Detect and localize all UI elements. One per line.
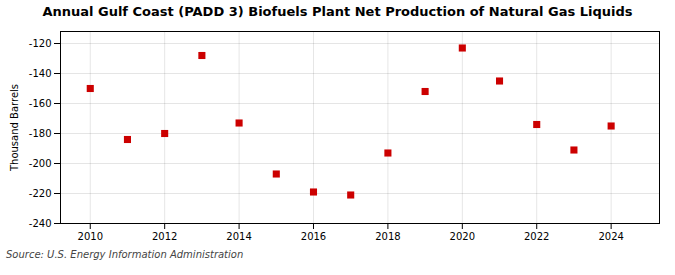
svg-text:-240: -240 xyxy=(29,218,52,229)
html-text:Source: U.S. Energy Informatio: Source: U.S. Energy Information Administ… xyxy=(6,249,244,260)
svg-text:-220: -220 xyxy=(29,188,52,199)
svg-text:-120: -120 xyxy=(29,38,52,49)
svg-text:2018: 2018 xyxy=(375,231,400,242)
svg-text:Thousand Barrels: Thousand Barrels xyxy=(9,84,20,172)
svg-text:2016: 2016 xyxy=(301,231,326,242)
svg-text:2020: 2020 xyxy=(450,231,475,242)
svg-text:-200: -200 xyxy=(29,158,52,169)
html-text:Annual Gulf Coast (PADD 3) Bio: Annual Gulf Coast (PADD 3) Biofuels Plan… xyxy=(42,4,633,19)
svg-text:-160: -160 xyxy=(29,98,52,109)
svg-text:2022: 2022 xyxy=(524,231,549,242)
svg-text:2014: 2014 xyxy=(226,231,251,242)
svg-text:2010: 2010 xyxy=(78,231,103,242)
svg-text:2024: 2024 xyxy=(598,231,623,242)
svg-text:-140: -140 xyxy=(29,68,52,79)
svg-text:-180: -180 xyxy=(29,128,52,139)
svg-text:2012: 2012 xyxy=(152,231,177,242)
